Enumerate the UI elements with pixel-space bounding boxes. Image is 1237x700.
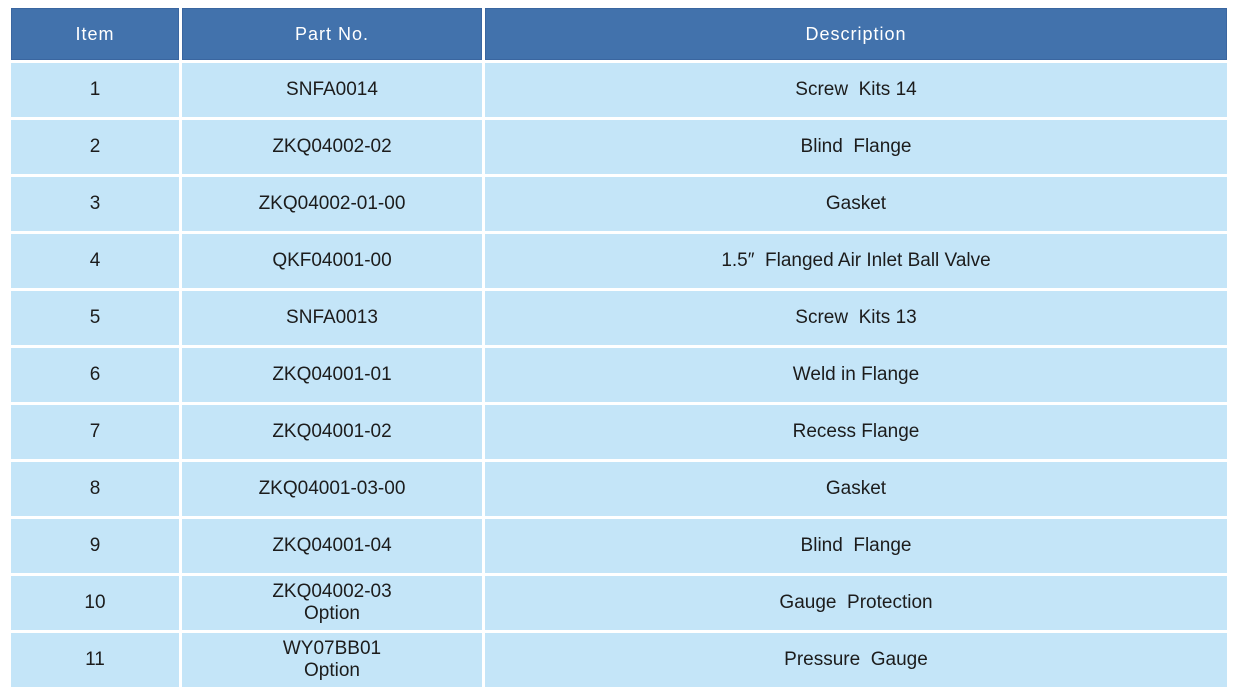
table-row: 8 ZKQ04001-03-00 Gasket <box>11 462 1227 516</box>
table-row: 10 ZKQ04002-03 Option Gauge Protection <box>11 576 1227 630</box>
description-cell: Blind Flange <box>485 120 1227 174</box>
item-cell: 6 <box>11 348 179 402</box>
table-row: 11 WY07BB01 Option Pressure Gauge <box>11 633 1227 687</box>
part-no-cell: ZKQ04001-04 <box>182 519 482 573</box>
description-cell: Pressure Gauge <box>485 633 1227 687</box>
description-cell: Weld in Flange <box>485 348 1227 402</box>
item-cell: 7 <box>11 405 179 459</box>
item-cell: 10 <box>11 576 179 630</box>
column-header-part-no: Part No. <box>182 8 482 60</box>
header-row: Item Part No. Description <box>11 8 1227 60</box>
item-cell: 11 <box>11 633 179 687</box>
column-header-description: Description <box>485 8 1227 60</box>
table-row: 6 ZKQ04001-01 Weld in Flange <box>11 348 1227 402</box>
part-no-cell: SNFA0014 <box>182 63 482 117</box>
part-no-cell: ZKQ04001-03-00 <box>182 462 482 516</box>
part-no-cell: ZKQ04002-01-00 <box>182 177 482 231</box>
description-cell: Gasket <box>485 462 1227 516</box>
table-row: 5 SNFA0013 Screw Kits 13 <box>11 291 1227 345</box>
table-row: 1 SNFA0014 Screw Kits 14 <box>11 63 1227 117</box>
item-cell: 4 <box>11 234 179 288</box>
table-row: 4 QKF04001-00 1.5″ Flanged Air Inlet Ball … <box>11 234 1227 288</box>
item-cell: 9 <box>11 519 179 573</box>
description-cell: Recess Flange <box>485 405 1227 459</box>
part-no-cell: QKF04001-00 <box>182 234 482 288</box>
column-header-item: Item <box>11 8 179 60</box>
part-no-cell: ZKQ04001-02 <box>182 405 482 459</box>
description-cell: Blind Flange <box>485 519 1227 573</box>
part-no-cell: ZKQ04002-02 <box>182 120 482 174</box>
description-cell: Gasket <box>485 177 1227 231</box>
table-row: 3 ZKQ04002-01-00 Gasket <box>11 177 1227 231</box>
part-no-cell: ZKQ04001-01 <box>182 348 482 402</box>
item-cell: 2 <box>11 120 179 174</box>
item-cell: 3 <box>11 177 179 231</box>
item-cell: 1 <box>11 63 179 117</box>
description-cell: Screw Kits 13 <box>485 291 1227 345</box>
table-row: 9 ZKQ04001-04 Blind Flange <box>11 519 1227 573</box>
description-cell: Screw Kits 14 <box>485 63 1227 117</box>
item-cell: 8 <box>11 462 179 516</box>
part-no-cell: WY07BB01 Option <box>182 633 482 687</box>
table-row: 2 ZKQ04002-02 Blind Flange <box>11 120 1227 174</box>
description-cell: 1.5″ Flanged Air Inlet Ball Valve <box>485 234 1227 288</box>
item-cell: 5 <box>11 291 179 345</box>
table-row: 7 ZKQ04001-02 Recess Flange <box>11 405 1227 459</box>
parts-table-header: Item Part No. Description <box>11 8 1227 60</box>
part-no-cell: SNFA0013 <box>182 291 482 345</box>
parts-table: Item Part No. Description 1 SNFA0014 Screw… <box>8 5 1230 690</box>
description-cell: Gauge Protection <box>485 576 1227 630</box>
table-body: 1 SNFA0014 Screw Kits 14 2 ZKQ04002-02 Blind … <box>11 63 1227 687</box>
part-no-cell: ZKQ04002-03 Option <box>182 576 482 630</box>
